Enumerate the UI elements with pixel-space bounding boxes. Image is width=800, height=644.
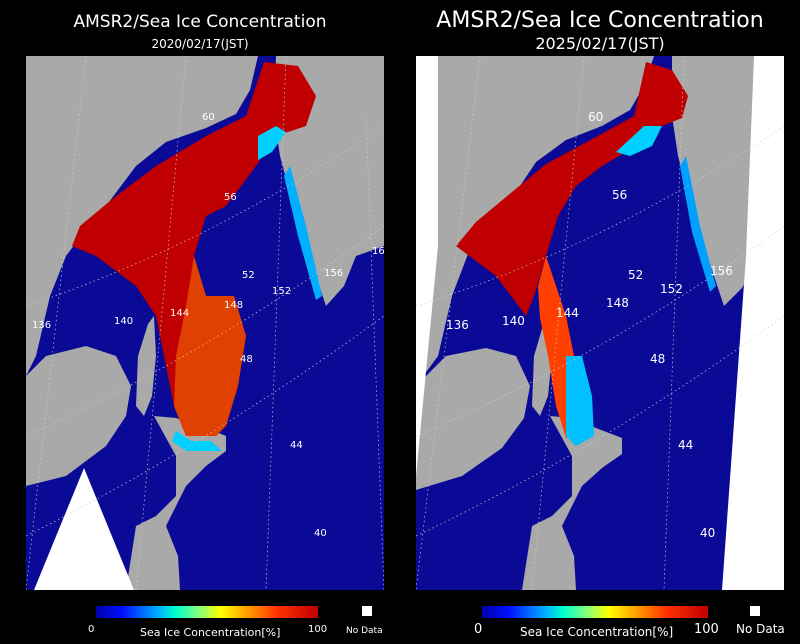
sea-ice-map: 60 56 52 48 44 40 136 140 144 148 152 15… (416, 56, 784, 590)
legend: 0 Sea Ice Concentration[%] 100 No Data (0, 606, 400, 644)
lat-label: 52 (242, 270, 255, 281)
land-sakhalin-west (136, 316, 156, 416)
map-panel-2020: AMSR2/Sea Ice Concentration 2020/02/17(J… (0, 12, 400, 644)
ice-edge-kamchatka (284, 166, 322, 300)
colorbar-max: 100 (694, 622, 719, 637)
lon-label: 16 (372, 246, 385, 257)
lon-label: 140 (502, 314, 525, 328)
ice-edge-north (616, 126, 662, 156)
ice-okhotsk-east (174, 256, 246, 436)
map-date: 2020/02/17(JST) (151, 37, 249, 51)
graticule (416, 56, 784, 590)
lon-label: 136 (446, 318, 469, 332)
legend: 0 Sea Ice Concentration[%] 100 No Data (400, 606, 800, 644)
lat-label: 48 (240, 354, 253, 365)
ice-okhotsk (72, 62, 316, 436)
lon-label: 140 (114, 316, 134, 327)
land-asia (26, 56, 258, 376)
ice-edge-south (566, 356, 594, 446)
lat-label: 40 (700, 526, 716, 540)
ice-edge-kamchatka (680, 156, 716, 292)
graticule (26, 56, 384, 590)
colorbar (482, 606, 708, 618)
lon-label: 136 (32, 320, 52, 331)
colorbar-min: 0 (88, 624, 95, 635)
no-data-swatch (750, 606, 760, 616)
no-data-right (722, 56, 784, 590)
no-data-label: No Data (346, 626, 383, 636)
map-panel-2025: AMSR2/Sea Ice Concentration 2025/02/17(J… (400, 0, 800, 644)
land-asia-coast (416, 348, 530, 490)
map-date: 2025/02/17(JST) (535, 34, 665, 53)
land-asia-coast (26, 346, 131, 486)
ice-okhotsk (456, 62, 688, 316)
no-data-swatch (362, 606, 372, 616)
colorbar-max: 100 (308, 624, 328, 635)
land-asia (416, 56, 654, 386)
colorbar-label: Sea Ice Concentration[%] (520, 625, 674, 639)
map-title: AMSR2/Sea Ice Concentration (73, 12, 327, 32)
sea-ice-map: 60 56 52 48 44 40 136 140 144 148 152 15… (26, 56, 385, 590)
no-data-left (416, 56, 438, 476)
lon-label: 144 (170, 308, 190, 319)
lon-label: 156 (324, 268, 344, 279)
lat-label: 56 (224, 192, 237, 203)
lat-label: 44 (678, 438, 694, 452)
land-hokkaido (522, 416, 622, 590)
lon-label: 148 (606, 296, 629, 310)
lon-label: 144 (556, 306, 579, 320)
colorbar-label: Sea Ice Concentration[%] (140, 626, 281, 639)
colorbar (96, 606, 318, 618)
no-data-area (34, 468, 134, 590)
lat-label: 48 (650, 352, 666, 366)
lon-label: 156 (710, 264, 733, 278)
lon-label: 152 (272, 286, 292, 297)
lat-label: 60 (588, 110, 604, 124)
ice-edge-south (172, 431, 222, 451)
lat-label: 40 (314, 528, 327, 539)
ice-edge-north (258, 126, 286, 160)
lat-label: 52 (628, 268, 644, 282)
colorbar-min: 0 (474, 622, 483, 637)
lat-label: 44 (290, 440, 303, 451)
map-title: AMSR2/Sea Ice Concentration (436, 8, 764, 33)
lon-label: 148 (224, 300, 244, 311)
no-data-label: No Data (736, 622, 785, 636)
lat-label: 60 (202, 112, 215, 123)
lon-label: 152 (660, 282, 683, 296)
lat-label: 56 (612, 188, 628, 202)
land-hokkaido (126, 416, 226, 590)
